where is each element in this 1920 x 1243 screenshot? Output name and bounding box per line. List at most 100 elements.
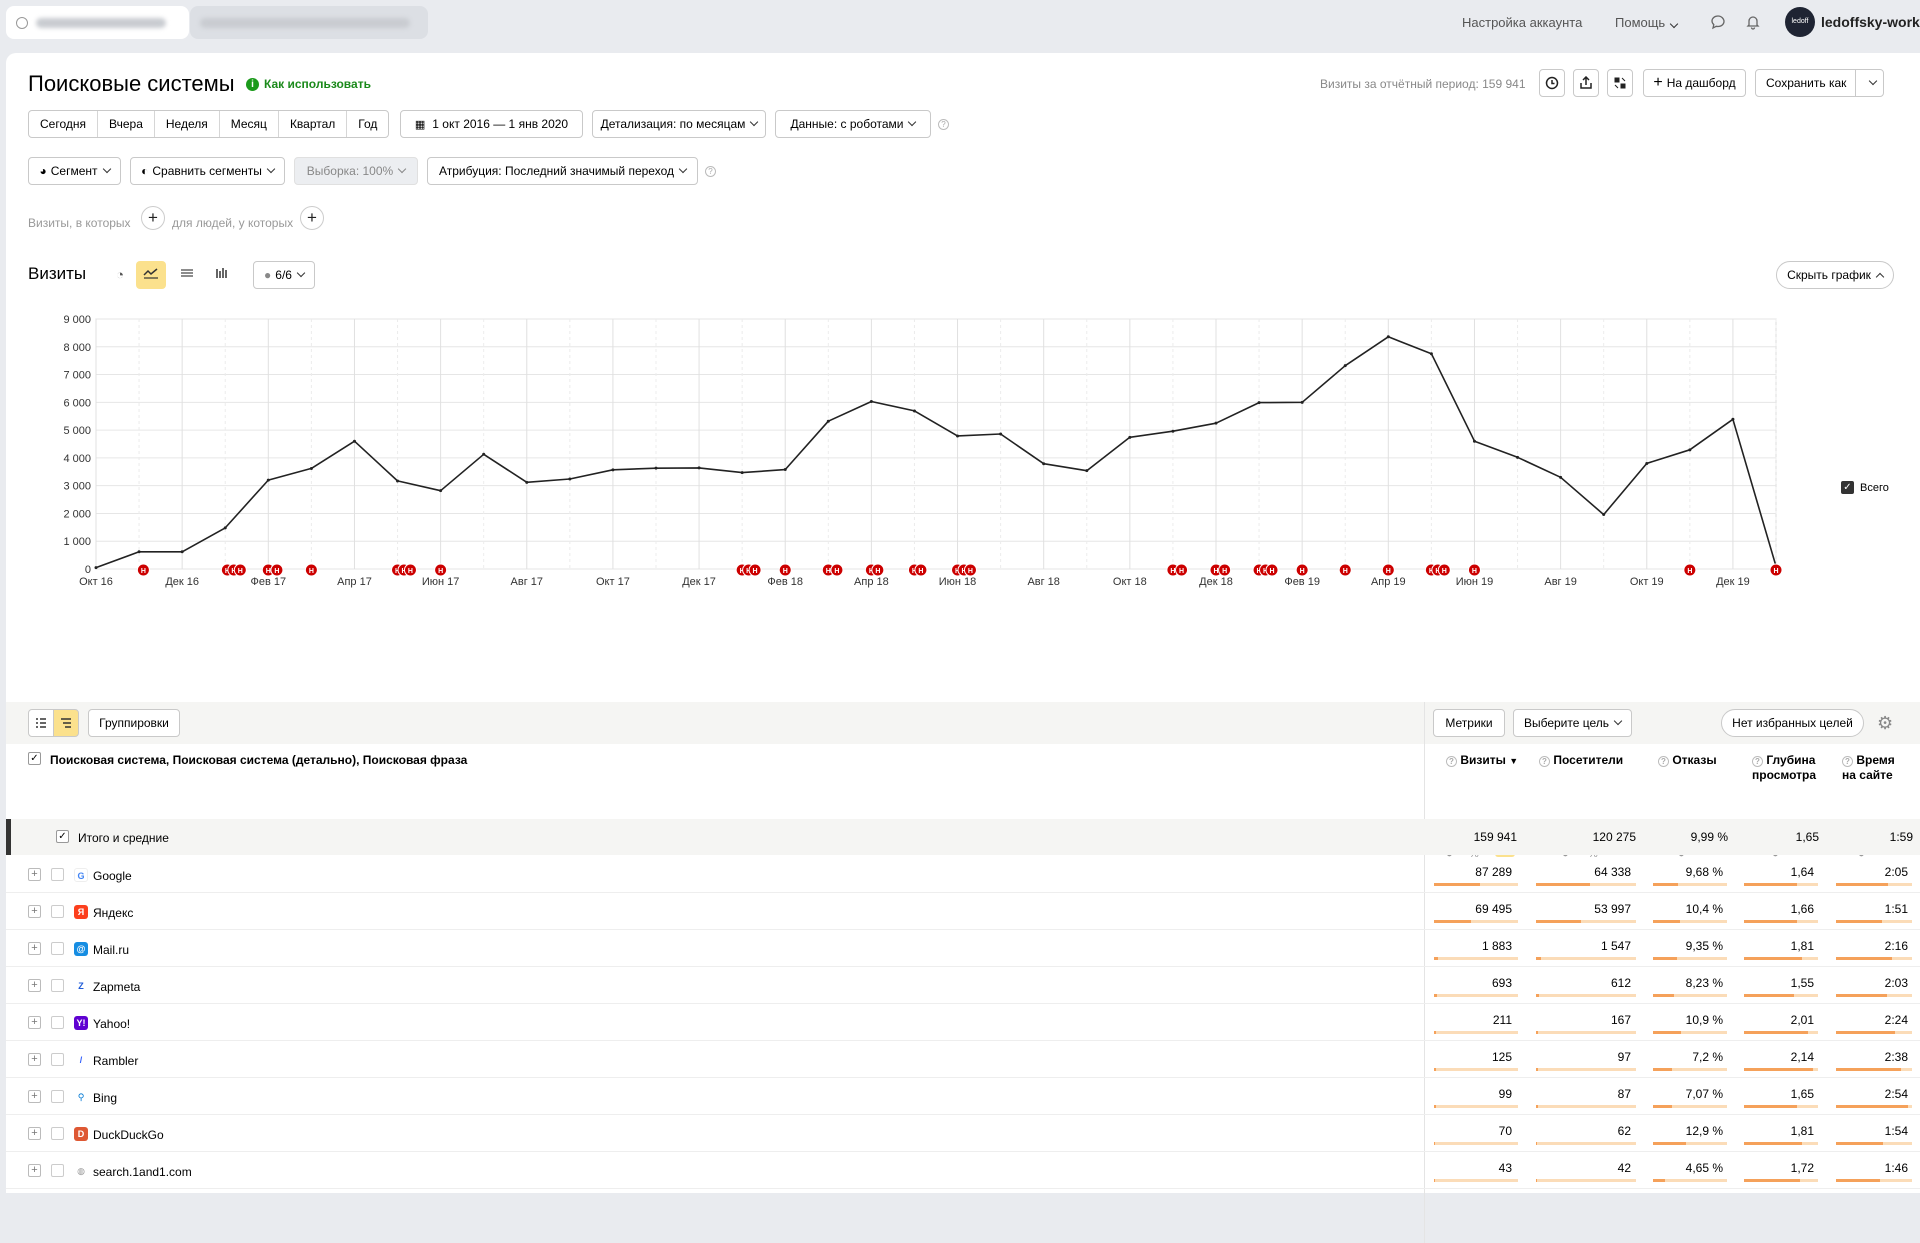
expand-row-button[interactable]: + [28, 942, 41, 955]
period-today[interactable]: Сегодня [29, 111, 98, 137]
select-all-checkbox[interactable]: ✓ [28, 752, 41, 765]
row-name[interactable]: Bing [93, 1091, 118, 1105]
save-as-dropdown[interactable] [1855, 70, 1883, 96]
api-button[interactable] [1607, 69, 1633, 97]
row-checkbox[interactable] [51, 868, 64, 881]
add-visits-filter-button[interactable]: + [141, 206, 165, 230]
totals-checkbox[interactable]: ✓ [56, 830, 69, 843]
bell-icon[interactable] [1745, 14, 1761, 30]
period-year[interactable]: Год [358, 117, 378, 131]
col-visits[interactable]: ? Визиты ▼ [1446, 753, 1518, 769]
row-checkbox[interactable] [51, 1127, 64, 1140]
row-checkbox[interactable] [51, 1164, 64, 1177]
attribution-dropdown[interactable]: Атрибуция: Последний значимый переход [427, 157, 698, 185]
row-checkbox[interactable] [51, 1090, 64, 1103]
row-checkbox[interactable] [51, 979, 64, 992]
annotation-marker [1467, 563, 1481, 577]
choose-goal-dropdown[interactable]: Выберите цель [1513, 709, 1632, 737]
visits-line-chart[interactable]: 0 1 000 2 000 3 000 4 000 5 000 6 000 7 000 8 00… [36, 298, 1916, 603]
expand-row-button[interactable]: + [28, 1016, 41, 1029]
add-people-filter-button[interactable]: + [300, 206, 324, 230]
row-checkbox[interactable] [51, 1053, 64, 1066]
data-mode-dropdown[interactable]: Данные: с роботами [775, 110, 931, 138]
row-checkbox[interactable] [51, 942, 64, 955]
account-settings-link[interactable]: Настройка аккаунта [1462, 15, 1583, 30]
tree-view-button[interactable] [53, 709, 79, 737]
help-icon[interactable]: ? [705, 166, 716, 177]
legend-checkbox[interactable]: ✓ [1841, 481, 1854, 494]
line-chart-icon [143, 268, 158, 279]
expand-row-button[interactable]: + [28, 868, 41, 881]
table-row[interactable]: + @ Mail.ru 1 883 1 547 9,35 % 1,81 2:16 [6, 930, 1920, 967]
compare-segments-dropdown[interactable]: ◐ Сравнить сегменты [130, 157, 285, 185]
bar-fill [1536, 1068, 1538, 1071]
expand-row-button[interactable]: + [28, 1164, 41, 1177]
col-visitors[interactable]: ? Посетители [1539, 753, 1623, 768]
help-menu[interactable]: Помощь [1615, 15, 1679, 30]
chart-type-bar[interactable] [207, 261, 237, 289]
row-name[interactable]: DuckDuckGo [93, 1128, 164, 1142]
chart-type-line[interactable] [136, 261, 166, 289]
detail-dropdown[interactable]: Детализация: по месяцам [592, 110, 766, 138]
browser-tab[interactable] [190, 6, 428, 39]
hide-chart-button[interactable]: Скрыть график [1776, 261, 1894, 289]
series-selector[interactable]: ● 6/6 [253, 261, 315, 289]
list-view-button[interactable] [28, 709, 54, 737]
to-dashboard-button[interactable]: + На дашборд [1643, 69, 1746, 97]
table-row[interactable]: + / Rambler 125 97 7,2 % 2,14 2:38 [6, 1041, 1920, 1078]
expand-row-button[interactable]: + [28, 1127, 41, 1140]
groupings-button[interactable]: Группировки [88, 709, 180, 737]
save-as-button[interactable]: Сохранить как [1755, 69, 1884, 97]
howto-link[interactable]: i Как использовать [246, 77, 371, 91]
chart-type-pie[interactable]: ◔ [116, 267, 124, 282]
annotation-marker [304, 563, 318, 577]
metrics-button[interactable]: Метрики [1433, 709, 1505, 737]
row-name[interactable]: Яндекс [93, 906, 134, 920]
col-bounces[interactable]: ? Отказы [1658, 753, 1717, 768]
table-row[interactable]: + G Google 87 289 64 338 9,68 % 1,64 2:05 [6, 856, 1920, 893]
avatar[interactable]: ledoff [1785, 7, 1815, 37]
period-quarter[interactable]: Квартал [279, 111, 348, 137]
row-name[interactable]: search.1and1.com [93, 1165, 192, 1179]
col-time[interactable]: ? Время на сайте [1842, 753, 1904, 783]
help-icon[interactable]: ? [938, 119, 949, 130]
table-row[interactable]: + D DuckDuckGo 70 62 12,9 % 1,81 1:54 [6, 1115, 1920, 1152]
row-name[interactable]: Zapmeta [93, 980, 141, 994]
username[interactable]: ledoffsky-work [1821, 14, 1920, 30]
table-row[interactable]: + Я Яндекс 69 495 53 997 10,4 % 1,66 1:51 [6, 893, 1920, 930]
segment-dropdown[interactable]: ◕ Сегмент [28, 157, 121, 185]
table-row[interactable]: + ⚲ Bing 99 87 7,07 % 1,65 2:54 [6, 1078, 1920, 1115]
row-name[interactable]: Rambler [93, 1054, 139, 1068]
row-name[interactable]: Google [93, 869, 132, 883]
chart-legend[interactable]: ✓ Всего [1841, 481, 1889, 494]
cell-visits: 125 [1491, 1050, 1512, 1064]
no-favorites-button[interactable]: Нет избранных целей [1721, 709, 1864, 737]
expand-row-button[interactable]: + [28, 1090, 41, 1103]
row-checkbox[interactable] [51, 905, 64, 918]
row-name[interactable]: Yahoo! [93, 1017, 131, 1031]
expand-row-button[interactable]: + [28, 979, 41, 992]
annotation-marker [871, 563, 885, 577]
row-checkbox[interactable] [51, 1016, 64, 1029]
chart-type-area[interactable] [172, 261, 202, 289]
period-yesterday[interactable]: Вчера [98, 111, 155, 137]
row-name[interactable]: Mail.ru [93, 943, 130, 957]
period-month[interactable]: Месяц [220, 111, 279, 137]
period-week[interactable]: Неделя [155, 111, 220, 137]
history-button[interactable] [1539, 69, 1565, 97]
expand-row-button[interactable]: + [28, 1053, 41, 1066]
chat-icon[interactable] [1710, 14, 1726, 30]
export-button[interactable] [1573, 69, 1599, 97]
gear-icon[interactable]: ⚙ [1877, 713, 1894, 733]
dimension-header[interactable]: Поисковая система, Поисковая система (де… [50, 753, 468, 767]
table-row[interactable]: + Z Zapmeta 693 612 8,23 % 1,55 2:03 [6, 967, 1920, 1004]
table-row[interactable]: + ◍ search.1and1.com 43 42 4,65 % 1,72 1:46 [6, 1152, 1920, 1189]
date-range-button[interactable]: ▦ 1 окт 2016 — 1 янв 2020 [400, 110, 583, 138]
expand-row-button[interactable]: + [28, 905, 41, 918]
col-depth[interactable]: ? Глубина просмотра [1752, 753, 1822, 783]
cell-visits: 693 [1491, 976, 1512, 990]
globe-icon: ◍ [74, 1164, 88, 1178]
table-row[interactable]: + Y! Yahoo! 211 167 10,9 % 2,01 2:24 [6, 1004, 1920, 1041]
browser-tab-active[interactable] [6, 6, 189, 39]
sample-dropdown[interactable]: Выборка: 100% [294, 157, 418, 185]
